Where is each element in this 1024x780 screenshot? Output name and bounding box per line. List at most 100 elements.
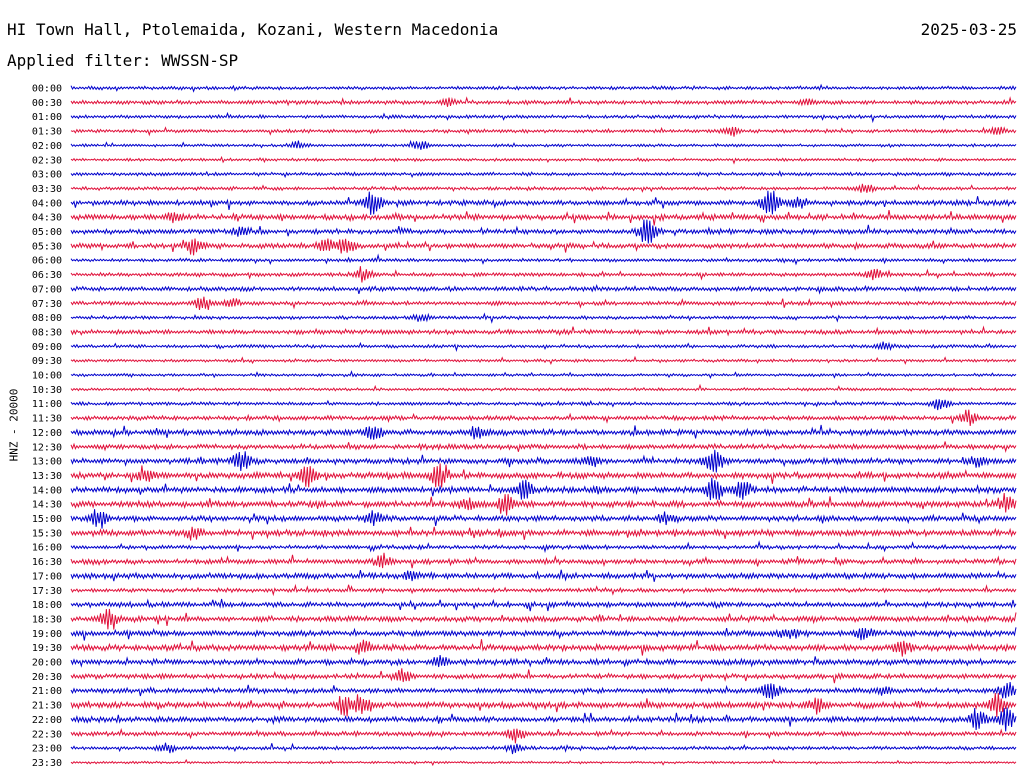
trace-1530: [70, 526, 1017, 541]
tick-label-1000: 10:00: [32, 371, 62, 382]
trace-1830: [70, 608, 1017, 630]
tick-label-2330: 23:30: [32, 758, 62, 769]
chart-title: HI Town Hall, Ptolemaida, Kozani, Wester…: [7, 20, 499, 39]
trace-0830: [70, 325, 1017, 337]
tick-label-0000: 00:00: [32, 84, 62, 95]
tick-label-1900: 19:00: [32, 629, 62, 640]
trace-0100: [70, 111, 1017, 124]
seismic-traces: [70, 83, 1017, 767]
trace-1700: [70, 569, 1017, 582]
tick-label-0530: 05:30: [32, 241, 62, 252]
tick-label-1700: 17:00: [32, 571, 62, 582]
trace-0300: [70, 170, 1017, 179]
filter-label: Applied filter: WWSSN-SP: [7, 51, 239, 70]
tick-label-0300: 03:00: [32, 170, 62, 181]
trace-1800: [70, 598, 1017, 612]
trace-1600: [70, 540, 1017, 554]
time-tick-labels: 00:00 00:30 01:00 01:30 02:00 02:30 03:00 03:30…: [32, 84, 62, 769]
tick-label-1430: 14:30: [32, 500, 62, 511]
tick-label-0600: 06:00: [32, 256, 62, 267]
trace-1030: [70, 383, 1017, 393]
trace-2200: [70, 707, 1017, 732]
tick-label-0330: 03:30: [32, 184, 62, 195]
tick-label-0430: 04:30: [32, 213, 62, 224]
trace-1230: [70, 441, 1017, 454]
trace-0500: [70, 219, 1017, 244]
tick-label-1030: 10:30: [32, 385, 62, 396]
chart-date: 2025-03-25: [920, 20, 1017, 39]
tick-label-0800: 08:00: [32, 313, 62, 324]
tick-label-1600: 16:00: [32, 543, 62, 554]
trace-2300: [70, 742, 1017, 755]
trace-2030: [70, 668, 1017, 684]
trace-2330: [70, 758, 1017, 767]
tick-label-1630: 16:30: [32, 557, 62, 568]
tick-label-0830: 08:30: [32, 327, 62, 338]
trace-1630: [70, 552, 1017, 569]
tick-label-0200: 02:00: [32, 141, 62, 152]
tick-label-1930: 19:30: [32, 643, 62, 654]
tick-label-0230: 02:30: [32, 155, 62, 166]
tick-label-1330: 13:30: [32, 471, 62, 482]
tick-label-1300: 13:00: [32, 457, 62, 468]
trace-1500: [70, 509, 1017, 529]
tick-label-2300: 23:00: [32, 744, 62, 755]
tick-label-2230: 22:30: [32, 729, 62, 740]
trace-0400: [70, 190, 1017, 215]
trace-1400: [70, 477, 1017, 501]
trace-2000: [70, 655, 1017, 668]
tick-label-1230: 12:30: [32, 442, 62, 453]
trace-0730: [70, 296, 1017, 311]
trace-0600: [70, 253, 1017, 266]
tick-label-2100: 21:00: [32, 686, 62, 697]
tick-label-1500: 15:00: [32, 514, 62, 525]
trace-1200: [70, 424, 1017, 440]
tick-label-2130: 21:30: [32, 701, 62, 712]
tick-label-1800: 18:00: [32, 600, 62, 611]
trace-1100: [70, 399, 1017, 411]
tick-label-0100: 01:00: [32, 112, 62, 123]
tick-label-2030: 20:30: [32, 672, 62, 683]
trace-1430: [70, 493, 1017, 516]
trace-0030: [70, 96, 1017, 107]
tick-label-0700: 07:00: [32, 284, 62, 295]
trace-0800: [70, 312, 1017, 324]
trace-1900: [70, 627, 1017, 641]
trace-0930: [70, 355, 1017, 366]
trace-0130: [70, 125, 1017, 137]
tick-label-0900: 09:00: [32, 342, 62, 353]
trace-2130: [70, 692, 1017, 718]
tick-label-0130: 01:30: [32, 127, 62, 138]
tick-label-1130: 11:30: [32, 414, 62, 425]
trace-2230: [70, 727, 1017, 744]
tick-label-0500: 05:00: [32, 227, 62, 238]
tick-label-1730: 17:30: [32, 586, 62, 597]
trace-0530: [70, 238, 1017, 256]
trace-0700: [70, 284, 1017, 295]
trace-0900: [70, 341, 1017, 353]
trace-0200: [70, 139, 1017, 150]
trace-0630: [70, 266, 1017, 283]
tick-label-0930: 09:30: [32, 356, 62, 367]
trace-0230: [70, 155, 1017, 165]
tick-label-0030: 00:30: [32, 98, 62, 109]
trace-2100: [70, 682, 1017, 700]
tick-label-1400: 14:00: [32, 485, 62, 496]
trace-0430: [70, 210, 1017, 226]
tick-label-0400: 04:00: [32, 198, 62, 209]
trace-1930: [70, 639, 1017, 657]
trace-1330: [70, 463, 1017, 488]
trace-1300: [70, 449, 1017, 473]
trace-1130: [70, 409, 1017, 426]
tick-label-1100: 11:00: [32, 399, 62, 410]
trace-1000: [70, 370, 1017, 379]
tick-label-1830: 18:30: [32, 614, 62, 625]
tick-label-2200: 22:00: [32, 715, 62, 726]
tick-label-2000: 20:00: [32, 658, 62, 669]
trace-1730: [70, 583, 1017, 597]
tick-label-1530: 15:30: [32, 528, 62, 539]
trace-0330: [70, 183, 1017, 194]
tick-label-0730: 07:30: [32, 299, 62, 310]
trace-0000: [70, 83, 1017, 93]
